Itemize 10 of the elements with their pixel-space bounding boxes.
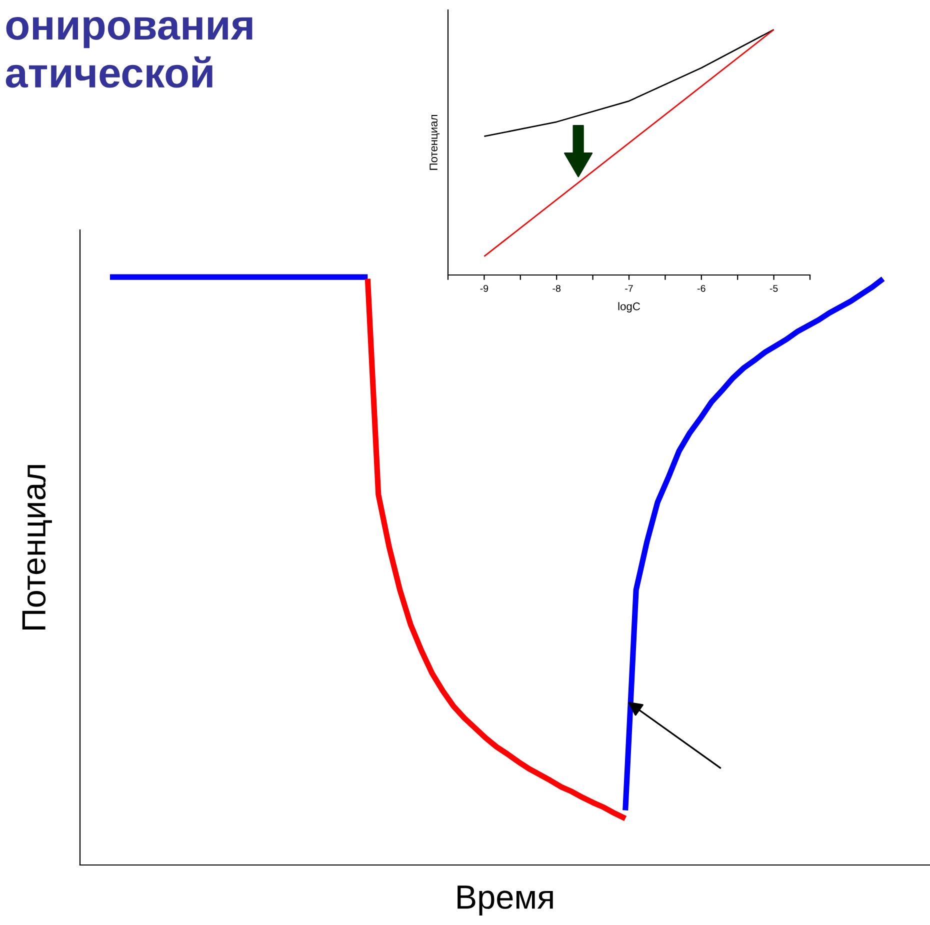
x-tick-label: -5: [770, 285, 778, 292]
y-axis-title: Потенциал: [22, 465, 52, 630]
x-tick-label: -7: [625, 285, 633, 292]
x-tick-label: -6: [698, 284, 706, 292]
chart-title: онирования атической: [6, 16, 252, 88]
y-axis-title: Потенциал: [430, 115, 440, 170]
x-tick-label: -9: [480, 284, 488, 292]
x-axis-title: logC: [618, 302, 640, 312]
x-tick-label: -8: [552, 284, 560, 292]
x-axis-title: Время: [458, 886, 553, 916]
